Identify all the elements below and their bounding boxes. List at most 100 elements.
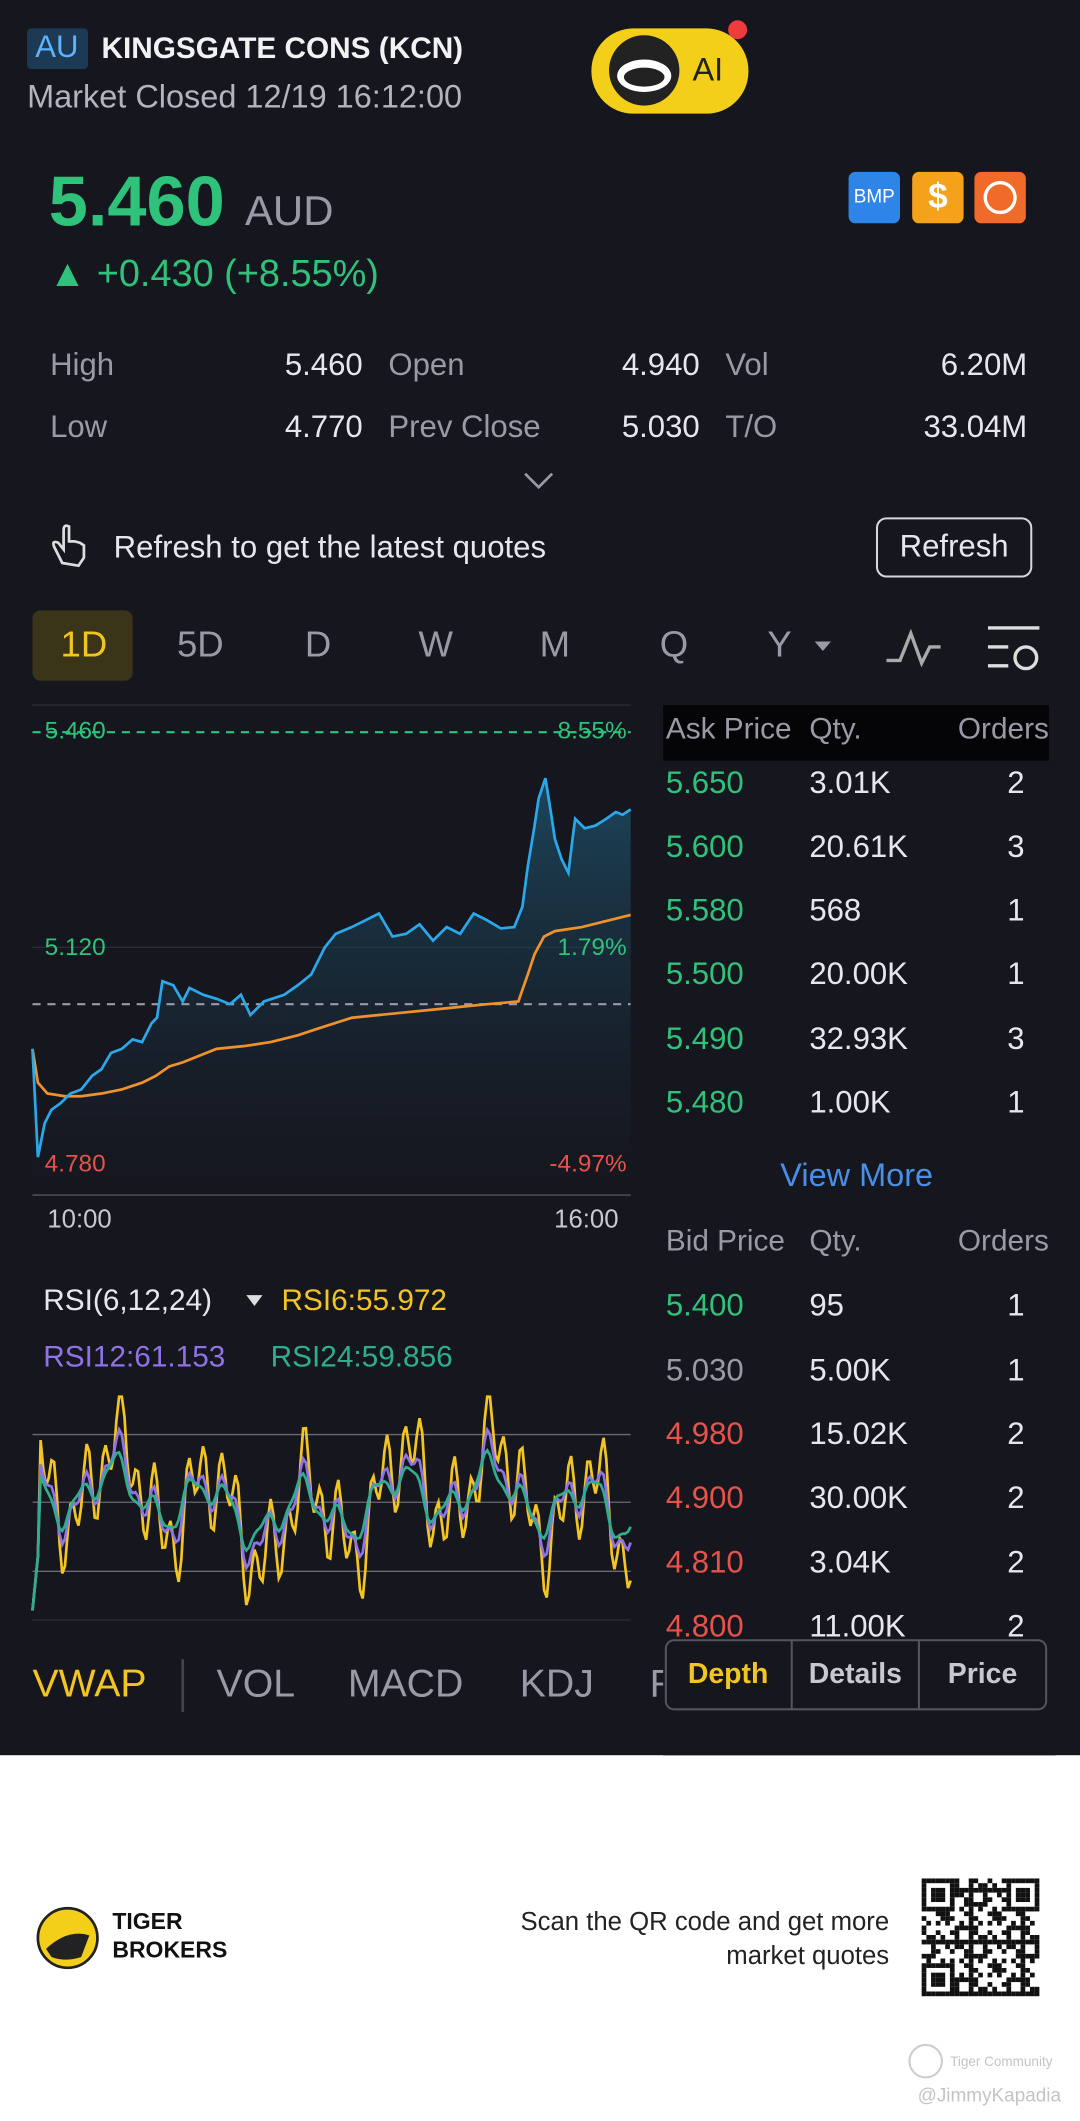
qr-module <box>954 1991 960 1997</box>
qr-module <box>968 1953 974 1959</box>
qr-module <box>982 1902 988 1907</box>
indicator-tab[interactable]: MACD <box>348 1662 464 1706</box>
qr-module <box>926 1920 932 1926</box>
qr-module <box>1011 1958 1016 1964</box>
qr-module <box>954 1925 960 1931</box>
badge-bmp[interactable] <box>848 171 900 224</box>
rsi-dropdown <box>246 1295 263 1307</box>
book-cell: 1 <box>1007 1353 1024 1388</box>
book-cell: 4.800 <box>666 1608 744 1643</box>
qr-module <box>1020 1906 1026 1912</box>
qr-module <box>992 1967 998 1973</box>
qr-module <box>968 1967 974 1973</box>
period-tab[interactable]: W <box>419 624 454 665</box>
qr-module <box>1025 1991 1030 1997</box>
stock-name: KINGSGATE CONS (KCN) <box>102 32 464 65</box>
qr-module <box>1029 1991 1035 1997</box>
period-tab[interactable]: D <box>305 624 331 665</box>
qr-module <box>926 1878 932 1884</box>
qr-module <box>1001 1958 1007 1964</box>
stat-label: T/O <box>725 409 777 444</box>
qr-module <box>1034 1953 1040 1959</box>
qr-module <box>1025 1878 1030 1884</box>
market-status: Market Closed 12/19 16:12:00 <box>27 78 462 114</box>
qr-module <box>1034 1883 1040 1888</box>
qr-module <box>992 1887 998 1893</box>
ai-label[interactable]: AI <box>692 51 723 87</box>
book-tab[interactable]: Depth <box>688 1658 768 1690</box>
qr-module <box>982 1986 988 1992</box>
qr-module <box>997 1991 1002 1997</box>
settings-icon[interactable] <box>987 626 1040 671</box>
book-cell: 3 <box>1007 1021 1024 1056</box>
qr-module <box>931 1944 936 1950</box>
qr-module <box>1034 1892 1040 1898</box>
refresh-button-label[interactable]: Refresh <box>900 528 1009 563</box>
period-tab[interactable]: 1D <box>61 624 108 665</box>
qr-module <box>921 1953 927 1959</box>
view-more[interactable]: View More <box>780 1157 933 1193</box>
qr-module <box>949 1949 955 1954</box>
qr-module <box>945 1916 950 1921</box>
qr-module <box>978 1906 983 1912</box>
indicator-tab[interactable]: KDJ <box>520 1662 594 1706</box>
ai-button[interactable]: AI <box>591 20 749 114</box>
qr-module <box>978 1986 983 1992</box>
qr-module <box>945 1911 950 1917</box>
book-tab[interactable]: Price <box>948 1658 1018 1690</box>
qr-module <box>1006 1944 1012 1950</box>
qr-module <box>1029 1958 1035 1964</box>
expand-chevron[interactable] <box>524 472 554 490</box>
qr-module <box>1020 1986 1026 1992</box>
period-tab[interactable]: M <box>540 624 570 665</box>
qr-module <box>935 1972 941 1978</box>
qr-module <box>1001 1967 1007 1973</box>
qr-module <box>1029 1972 1035 1978</box>
qr-module <box>968 1916 974 1921</box>
qr-module <box>1006 1878 1012 1884</box>
scan-text: Scan the QR code and get more <box>521 1908 890 1936</box>
qr-module <box>954 1878 960 1884</box>
period-tab[interactable]: Y <box>767 624 791 665</box>
qr-module <box>935 1963 941 1968</box>
period-tab[interactable]: 5D <box>177 624 224 665</box>
book-cell: 3 <box>1007 829 1024 864</box>
ask-header-bg <box>663 705 1049 761</box>
qr-module <box>926 1939 932 1945</box>
qr-module <box>945 1991 950 1997</box>
qr-module <box>1025 1916 1030 1921</box>
qr-module <box>1020 1944 1026 1950</box>
qr-module <box>1029 1939 1035 1945</box>
rsi24: RSI24:59.856 <box>271 1341 453 1374</box>
book-header: Qty. <box>809 1224 861 1257</box>
qr-module <box>987 1920 993 1926</box>
qr-module <box>954 1887 960 1893</box>
qr-module <box>973 1982 979 1987</box>
qr-module <box>949 1916 955 1921</box>
badge-dollar[interactable] <box>912 171 964 224</box>
book-cell: 5.480 <box>666 1085 744 1120</box>
indicator-tab[interactable]: VWAP <box>32 1662 146 1706</box>
qr-module <box>940 1963 946 1968</box>
rsi-label[interactable]: RSI(6,12,24) <box>43 1284 212 1317</box>
qr-module <box>1034 1906 1040 1912</box>
qr-module <box>940 1972 946 1978</box>
qr-module <box>1006 1930 1012 1935</box>
badge-other[interactable] <box>974 171 1026 224</box>
qr-module <box>964 1911 969 1917</box>
last-price: 5.460 <box>49 162 225 241</box>
period-tab[interactable]: Q <box>660 624 688 665</box>
indicator-tab[interactable]: VOL <box>217 1662 296 1706</box>
book-cell: 4.900 <box>666 1480 744 1515</box>
qr-module <box>1029 1906 1035 1912</box>
book-tab[interactable]: Details <box>809 1658 902 1690</box>
refresh-button[interactable] <box>875 517 1033 578</box>
qr-module <box>949 1883 955 1888</box>
qr-module <box>935 1920 941 1926</box>
qr-module <box>1001 1930 1007 1935</box>
chart-type-icon[interactable] <box>886 628 941 668</box>
qr-module <box>935 1982 941 1987</box>
qr-module <box>997 1887 1002 1893</box>
qr-module <box>997 1967 1002 1973</box>
